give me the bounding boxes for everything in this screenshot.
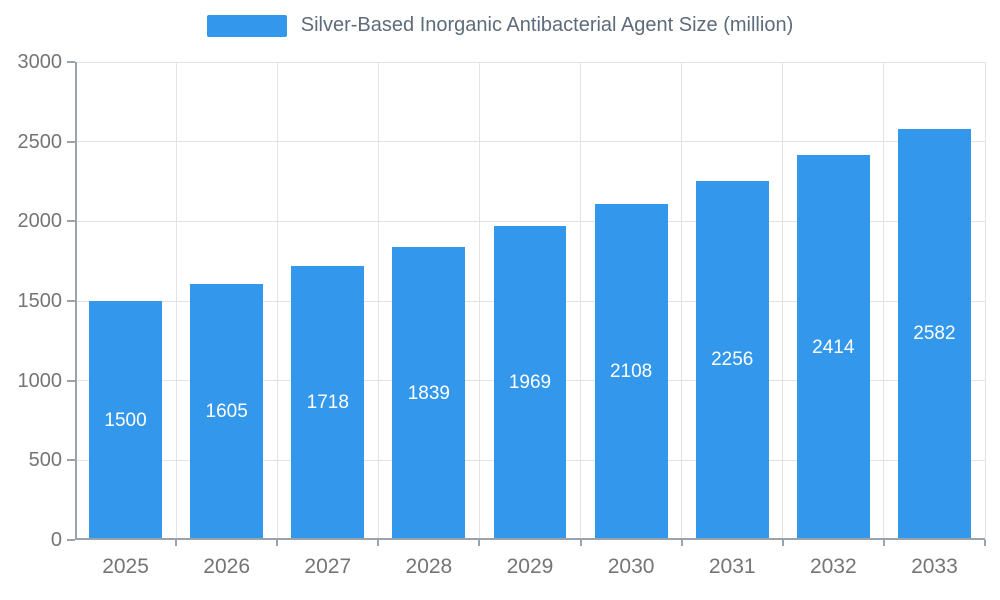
y-tick-label: 1000: [17, 369, 63, 392]
bar-2026[interactable]: 1605: [190, 284, 264, 540]
y-tick-label: 2000: [17, 210, 63, 233]
v-gridline: [681, 62, 683, 540]
y-tick-label: 1500: [17, 290, 63, 312]
chart-title: Silver-Based Inorganic Antibacterial Age…: [300, 14, 794, 36]
h-gridline: [75, 61, 985, 63]
v-gridline: [782, 62, 784, 540]
plot-area: 1500 1605 1718 1839 1969 2108 2256 2414 2582: [75, 61, 986, 540]
bar-value-label: 2414: [812, 336, 855, 358]
legend-swatch[interactable]: [206, 14, 287, 37]
bar-2030[interactable]: 2108: [594, 204, 668, 540]
x-tick-mark: [984, 540, 986, 546]
y-tick-label: 2500: [17, 130, 63, 153]
x-tick-label-2026: 2026: [203, 555, 251, 578]
y-tick-mark: [67, 140, 75, 143]
bar-value-label: 1500: [104, 409, 147, 431]
x-tick-mark: [175, 540, 178, 546]
x-tick-mark: [478, 540, 481, 546]
bar-2028[interactable]: 1839: [392, 247, 466, 540]
y-tick-mark: [67, 459, 75, 462]
y-tick-label: 3000: [17, 51, 63, 73]
bar-value-label: 2108: [609, 361, 653, 383]
x-axis-line: [75, 538, 985, 540]
v-gridline: [984, 62, 986, 540]
bar-value-label: 2582: [913, 323, 956, 345]
v-gridline: [478, 62, 480, 540]
bar-value-label: 2256: [711, 349, 754, 371]
bar-2029[interactable]: 1969: [493, 226, 567, 540]
x-tick-label-2028: 2028: [405, 555, 453, 578]
legend: Silver-Based Inorganic Antibacterial Age…: [0, 14, 1000, 37]
v-gridline: [580, 62, 582, 540]
x-tick-label-2032: 2032: [809, 555, 857, 578]
x-tick-label-2031: 2031: [708, 555, 756, 578]
y-tick-mark: [67, 61, 75, 63]
y-axis-line: [75, 62, 77, 540]
y-tick-mark: [67, 220, 75, 223]
v-gridline: [883, 62, 885, 540]
bar-2033[interactable]: 2582: [898, 128, 971, 540]
bar-value-label: 1839: [407, 382, 451, 404]
x-tick-mark: [377, 540, 380, 546]
x-tick-label-2027: 2027: [304, 555, 352, 578]
v-gridline: [377, 62, 379, 540]
x-tick-mark: [579, 540, 582, 546]
bar-2031[interactable]: 2256: [695, 180, 769, 540]
x-tick-mark: [781, 540, 784, 546]
bar-2027[interactable]: 1718: [291, 266, 365, 540]
y-tick-mark: [67, 539, 75, 541]
bar-value-label: 1605: [205, 401, 248, 423]
x-tick-label-2029: 2029: [506, 555, 554, 578]
x-tick-label-2033: 2033: [911, 555, 958, 578]
h-gridline: [75, 141, 985, 143]
y-tick-mark: [67, 300, 75, 302]
x-tick-label-2030: 2030: [607, 555, 655, 578]
y-tick-mark: [67, 379, 75, 382]
bar-value-label: 1718: [306, 392, 349, 414]
bar-2032[interactable]: 2414: [796, 155, 870, 540]
x-tick-mark: [882, 540, 885, 546]
h-gridline: [75, 220, 985, 222]
v-gridline: [175, 62, 177, 540]
x-tick-mark: [276, 540, 279, 546]
y-tick-label: 500: [28, 449, 62, 472]
x-tick-mark: [680, 540, 683, 546]
bar-value-label: 1969: [508, 372, 552, 394]
bar-2025[interactable]: 1500: [89, 301, 162, 540]
v-gridline: [276, 62, 278, 540]
x-tick-label-2025: 2025: [102, 555, 149, 578]
y-tick-label: 0: [50, 529, 62, 551]
